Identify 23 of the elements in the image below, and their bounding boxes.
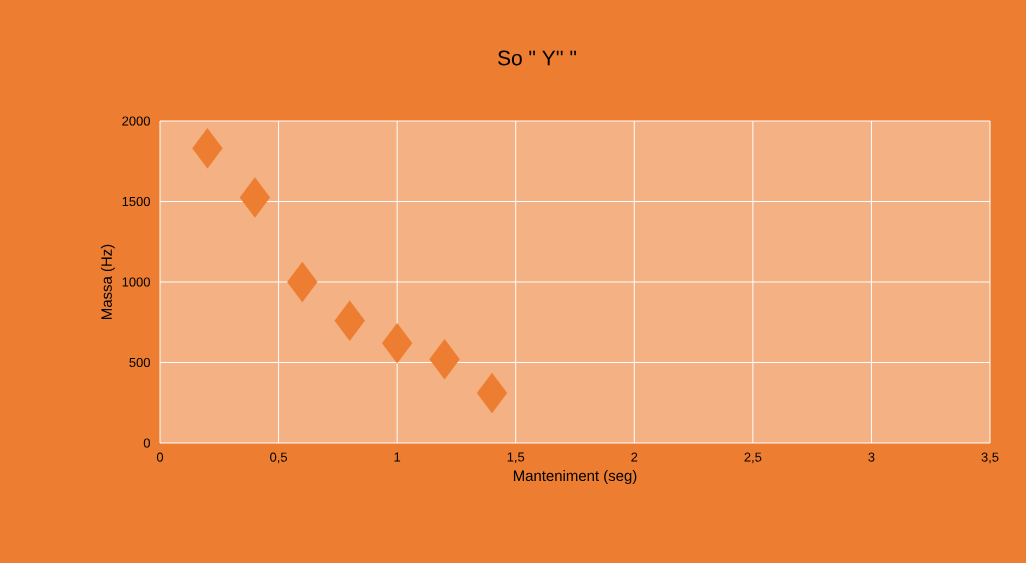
point	[381, 322, 413, 364]
point	[239, 177, 271, 218]
point	[334, 300, 365, 341]
y-tick-label: 2000	[122, 116, 150, 126]
x-tick-label: 0	[156, 452, 164, 462]
x-tick-label: 0,5	[270, 452, 288, 464]
y-axis-title: Massa (Hz)	[100, 244, 115, 319]
y-tick-label: 0	[143, 438, 150, 448]
y-tick-label: 1500	[122, 196, 150, 207]
y-tick-label: 500	[129, 357, 150, 368]
x-axis-title: Manteniment (seg)	[513, 470, 637, 484]
point	[429, 339, 460, 380]
x-tick-label: 2,5	[744, 452, 762, 464]
chart-title: So " Y'' "	[498, 50, 577, 66]
x-tick-label: 1,5	[507, 452, 525, 464]
x-tick-label: 3	[868, 452, 875, 462]
point	[476, 372, 508, 414]
y-tick-label: 1000	[122, 277, 150, 287]
point	[287, 261, 318, 303]
x-tick-label: 1	[394, 452, 401, 462]
point	[192, 128, 223, 169]
x-tick-label: 2	[631, 452, 638, 462]
x-tick-label: 3,5	[981, 452, 999, 464]
